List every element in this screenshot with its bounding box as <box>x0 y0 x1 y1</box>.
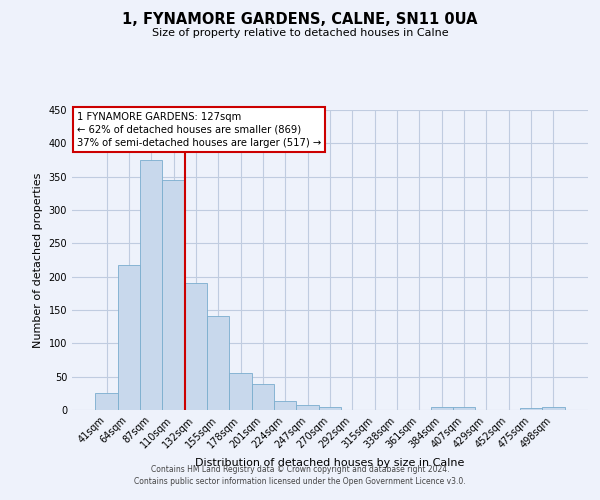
Text: Contains public sector information licensed under the Open Government Licence v3: Contains public sector information licen… <box>134 477 466 486</box>
Bar <box>542 408 565 410</box>
Bar <box>520 408 542 410</box>
Bar <box>431 408 453 410</box>
Bar <box>252 384 274 410</box>
Text: 1 FYNAMORE GARDENS: 127sqm
← 62% of detached houses are smaller (869)
37% of sem: 1 FYNAMORE GARDENS: 127sqm ← 62% of deta… <box>77 112 322 148</box>
Bar <box>163 180 185 410</box>
X-axis label: Distribution of detached houses by size in Calne: Distribution of detached houses by size … <box>196 458 464 468</box>
Text: 1, FYNAMORE GARDENS, CALNE, SN11 0UA: 1, FYNAMORE GARDENS, CALNE, SN11 0UA <box>122 12 478 28</box>
Bar <box>118 264 140 410</box>
Bar <box>185 284 207 410</box>
Bar <box>319 406 341 410</box>
Bar <box>453 406 475 410</box>
Bar <box>296 406 319 410</box>
Bar <box>140 160 163 410</box>
Bar <box>274 402 296 410</box>
Bar <box>95 394 118 410</box>
Y-axis label: Number of detached properties: Number of detached properties <box>33 172 43 348</box>
Bar <box>207 316 229 410</box>
Bar <box>229 372 252 410</box>
Text: Size of property relative to detached houses in Calne: Size of property relative to detached ho… <box>152 28 448 38</box>
Text: Contains HM Land Registry data © Crown copyright and database right 2024.: Contains HM Land Registry data © Crown c… <box>151 465 449 474</box>
